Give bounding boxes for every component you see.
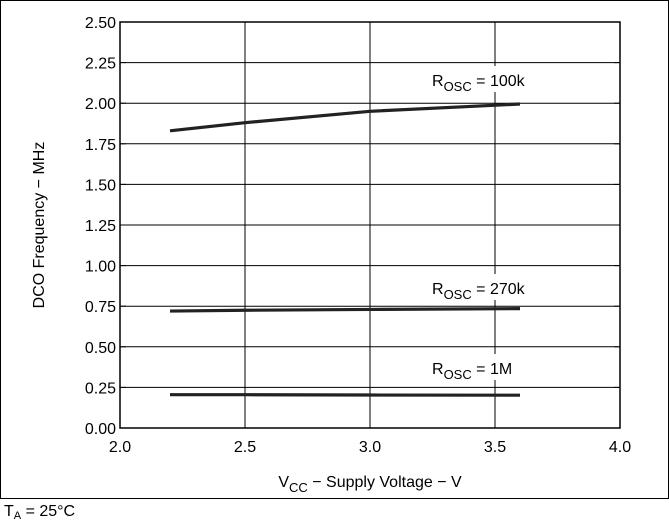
y-tick-label: 2.00 xyxy=(85,96,116,113)
y-tick-label: 2.50 xyxy=(85,15,116,32)
series-label: ROSC = 270k xyxy=(432,281,526,302)
x-tick-label: 4.0 xyxy=(609,439,631,456)
x-tick-label: 2.5 xyxy=(234,439,256,456)
test-condition-note: TA = 25°C xyxy=(4,503,75,522)
series-line xyxy=(169,102,521,133)
y-tick-label: 0.50 xyxy=(85,340,116,357)
series-label: ROSC = 100k xyxy=(432,73,526,94)
series-label-background xyxy=(420,66,560,92)
plot-area-border xyxy=(119,21,621,429)
y-tick-label: 2.25 xyxy=(85,56,116,73)
y-tick-label: 0.25 xyxy=(85,380,116,397)
condition-value: = 25°C xyxy=(21,503,76,520)
y-tick-label: 1.00 xyxy=(85,259,116,276)
x-axis-title: VCC − Supply Voltage − V xyxy=(278,474,462,495)
y-axis-title: DCO Frequency − MHz xyxy=(31,142,48,309)
y-tick-label: 1.50 xyxy=(85,177,116,194)
y-tick-label: 0.00 xyxy=(85,421,116,438)
dco-frequency-chart: ROSC = 100k ROSC = 270k ROSC = 1M 2.0 2.5 3.0… xyxy=(31,15,631,495)
x-tick-label: 3.5 xyxy=(484,439,506,456)
series-label-background xyxy=(420,354,542,380)
y-tick-label: 1.25 xyxy=(85,218,116,235)
y-tick-label: 1.75 xyxy=(85,137,116,154)
x-tick-label: 3.0 xyxy=(359,439,381,456)
x-tick-label: 2.0 xyxy=(109,439,131,456)
condition-subscript: A xyxy=(13,510,22,522)
y-tick-label: 0.75 xyxy=(85,299,116,316)
series-line xyxy=(169,307,521,313)
condition-symbol: T xyxy=(4,503,14,520)
series-label-background xyxy=(420,274,560,300)
series-label: ROSC = 1M xyxy=(432,361,512,382)
